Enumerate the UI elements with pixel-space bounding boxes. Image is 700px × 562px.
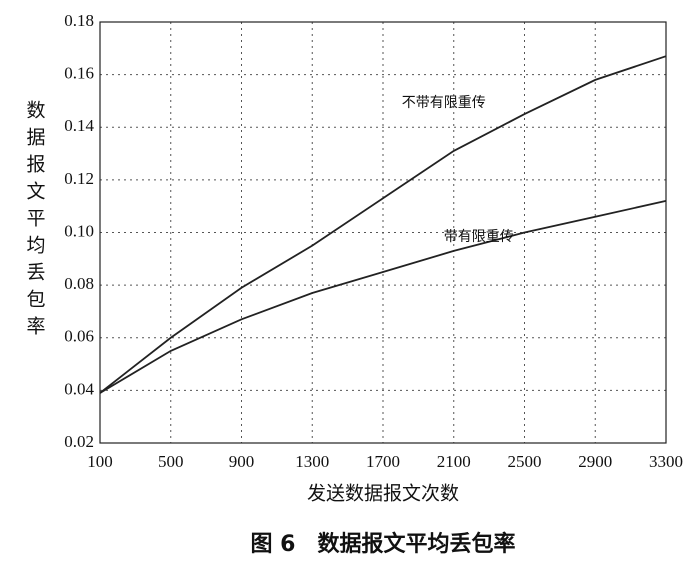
line — [99, 200, 667, 394]
x-tick-label: 2100 — [437, 452, 471, 471]
x-tick-label: 1700 — [366, 452, 400, 471]
x-axis-label: 发送数据报文次数 — [307, 483, 459, 505]
x-tick-label: 100 — [87, 452, 113, 471]
x-tick-label: 2900 — [578, 452, 612, 471]
plot-frame — [99, 21, 667, 444]
caption: 图 6 数据报文平均丢包率 — [251, 531, 516, 557]
x-tick-label: 3300 — [649, 452, 683, 471]
y-tick-label: 0.14 — [64, 116, 94, 135]
y-tick-label: 0.12 — [64, 169, 94, 188]
y-tick-label: 0.16 — [64, 64, 94, 83]
x-tick-label: 900 — [229, 452, 255, 471]
y-axis-label: 数据报文平均丢包率 — [24, 100, 46, 343]
y-tick-label: 0.04 — [64, 379, 94, 398]
series-label: 不带有限重传 — [402, 95, 486, 111]
y-tick-label: 0.06 — [64, 327, 94, 346]
y-tick-label: 0.10 — [64, 221, 94, 240]
series-label: 带有限重传 — [444, 229, 514, 245]
y-tick-label: 0.18 — [64, 11, 94, 30]
x-tick-label: 2500 — [508, 452, 542, 471]
y-tick-label: 0.08 — [64, 274, 94, 293]
x-tick-label: 500 — [158, 452, 184, 471]
y-tick-label: 0.02 — [64, 432, 94, 451]
x-tick-label: 1300 — [295, 452, 329, 471]
line — [99, 55, 667, 394]
